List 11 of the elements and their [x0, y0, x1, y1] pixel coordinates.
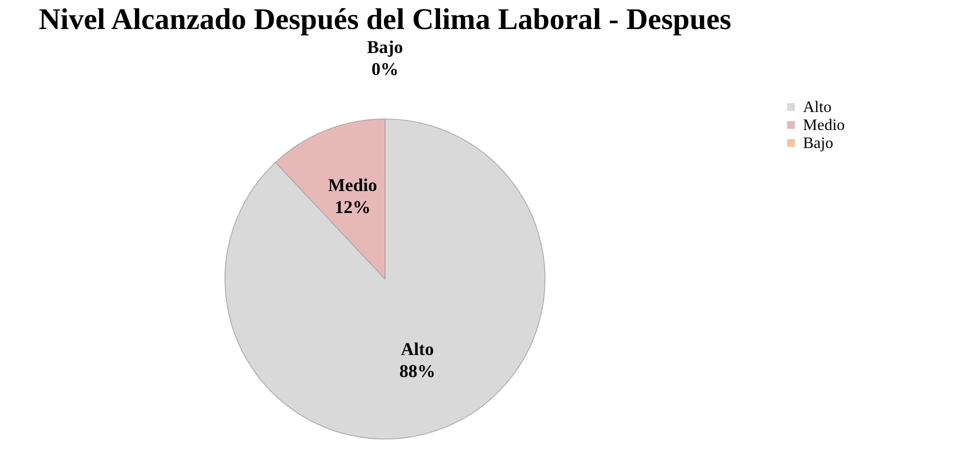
category-label: Bajo [367, 37, 403, 57]
legend-label: Alto [803, 99, 832, 116]
text: 0% [372, 59, 398, 79]
slice-label: Alto [400, 338, 434, 359]
data-label: 88% [399, 360, 436, 381]
chart-title: Nivel Alcanzado Después del Clima Laboral - Despues [38, 3, 732, 36]
pie-slice [224, 118, 546, 440]
slice-label: Medio [328, 175, 378, 196]
legend-label: Bajo [803, 135, 834, 152]
legend-label: Medio [803, 117, 845, 134]
data-label: 12% [334, 197, 371, 218]
